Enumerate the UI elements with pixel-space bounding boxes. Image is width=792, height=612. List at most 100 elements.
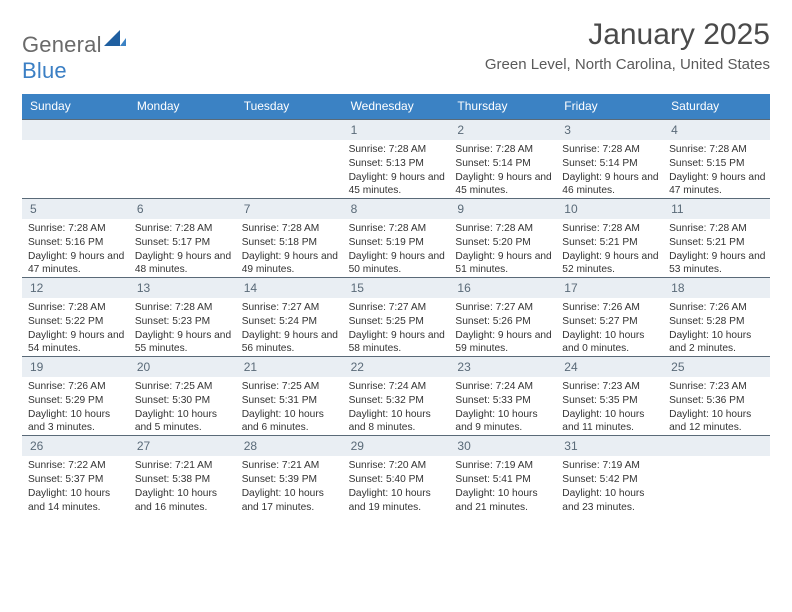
day-data: Sunrise: 7:19 AMSunset: 5:41 PMDaylight:… (449, 456, 556, 514)
day-data (22, 140, 129, 198)
sunset-line: Sunset: 5:40 PM (349, 473, 446, 487)
week-num-row: 1234 (22, 119, 770, 140)
title-block: January 2025 Green Level, North Carolina… (485, 18, 770, 73)
day-data: Sunrise: 7:28 AMSunset: 5:22 PMDaylight:… (22, 298, 129, 356)
sunrise-line: Sunrise: 7:22 AM (28, 459, 125, 473)
week-data-row: Sunrise: 7:28 AMSunset: 5:13 PMDaylight:… (22, 140, 770, 198)
sunset-line: Sunset: 5:22 PM (28, 315, 125, 329)
day-number: 25 (663, 357, 770, 377)
weekday-tue: Tuesday (236, 94, 343, 119)
sunset-line: Sunset: 5:15 PM (669, 157, 766, 171)
day-number (129, 120, 236, 140)
sunrise-line: Sunrise: 7:23 AM (669, 380, 766, 394)
day-number: 6 (129, 199, 236, 219)
sunset-line: Sunset: 5:14 PM (562, 157, 659, 171)
day-data: Sunrise: 7:28 AMSunset: 5:19 PMDaylight:… (343, 219, 450, 277)
sunset-line: Sunset: 5:14 PM (455, 157, 552, 171)
day-number (236, 120, 343, 140)
sunset-line: Sunset: 5:21 PM (562, 236, 659, 250)
day-number: 3 (556, 120, 663, 140)
sunset-line: Sunset: 5:32 PM (349, 394, 446, 408)
daylight-line: Daylight: 10 hours and 0 minutes. (562, 329, 659, 357)
sunrise-line: Sunrise: 7:28 AM (562, 222, 659, 236)
sunrise-line: Sunrise: 7:26 AM (562, 301, 659, 315)
sunrise-line: Sunrise: 7:27 AM (455, 301, 552, 315)
day-number (22, 120, 129, 140)
weekday-sun: Sunday (22, 94, 129, 119)
sunset-line: Sunset: 5:26 PM (455, 315, 552, 329)
day-data: Sunrise: 7:24 AMSunset: 5:33 PMDaylight:… (449, 377, 556, 435)
daylight-line: Daylight: 10 hours and 6 minutes. (242, 408, 339, 436)
sunrise-line: Sunrise: 7:21 AM (242, 459, 339, 473)
sunrise-line: Sunrise: 7:19 AM (455, 459, 552, 473)
daylight-line: Daylight: 10 hours and 2 minutes. (669, 329, 766, 357)
day-data: Sunrise: 7:23 AMSunset: 5:36 PMDaylight:… (663, 377, 770, 435)
daylight-line: Daylight: 9 hours and 52 minutes. (562, 250, 659, 278)
day-data: Sunrise: 7:21 AMSunset: 5:39 PMDaylight:… (236, 456, 343, 514)
day-data: Sunrise: 7:28 AMSunset: 5:17 PMDaylight:… (129, 219, 236, 277)
sunrise-line: Sunrise: 7:28 AM (135, 222, 232, 236)
daylight-line: Daylight: 10 hours and 8 minutes. (349, 408, 446, 436)
day-data: Sunrise: 7:28 AMSunset: 5:18 PMDaylight:… (236, 219, 343, 277)
day-data: Sunrise: 7:28 AMSunset: 5:14 PMDaylight:… (449, 140, 556, 198)
sunset-line: Sunset: 5:25 PM (349, 315, 446, 329)
daylight-line: Daylight: 10 hours and 3 minutes. (28, 408, 125, 436)
daylight-line: Daylight: 10 hours and 21 minutes. (455, 487, 552, 515)
daylight-line: Daylight: 9 hours and 45 minutes. (455, 171, 552, 199)
day-data: Sunrise: 7:27 AMSunset: 5:24 PMDaylight:… (236, 298, 343, 356)
week-num-row: 19202122232425 (22, 356, 770, 377)
day-number: 16 (449, 278, 556, 298)
sunrise-line: Sunrise: 7:27 AM (349, 301, 446, 315)
sunset-line: Sunset: 5:30 PM (135, 394, 232, 408)
day-data: Sunrise: 7:21 AMSunset: 5:38 PMDaylight:… (129, 456, 236, 514)
day-data: Sunrise: 7:28 AMSunset: 5:20 PMDaylight:… (449, 219, 556, 277)
day-number: 27 (129, 436, 236, 456)
sunset-line: Sunset: 5:23 PM (135, 315, 232, 329)
day-data: Sunrise: 7:27 AMSunset: 5:25 PMDaylight:… (343, 298, 450, 356)
day-data (129, 140, 236, 198)
sunrise-line: Sunrise: 7:19 AM (562, 459, 659, 473)
logo-sail-icon (104, 26, 126, 52)
sunrise-line: Sunrise: 7:26 AM (669, 301, 766, 315)
daylight-line: Daylight: 9 hours and 54 minutes. (28, 329, 125, 357)
day-data: Sunrise: 7:24 AMSunset: 5:32 PMDaylight:… (343, 377, 450, 435)
day-data: Sunrise: 7:26 AMSunset: 5:29 PMDaylight:… (22, 377, 129, 435)
day-number: 13 (129, 278, 236, 298)
day-number: 17 (556, 278, 663, 298)
day-data: Sunrise: 7:28 AMSunset: 5:21 PMDaylight:… (663, 219, 770, 277)
week-data-row: Sunrise: 7:28 AMSunset: 5:16 PMDaylight:… (22, 219, 770, 277)
sunset-line: Sunset: 5:31 PM (242, 394, 339, 408)
sunrise-line: Sunrise: 7:28 AM (669, 143, 766, 157)
logo-text: General Blue (22, 26, 126, 84)
day-data: Sunrise: 7:28 AMSunset: 5:15 PMDaylight:… (663, 140, 770, 198)
weekday-mon: Monday (129, 94, 236, 119)
daylight-line: Daylight: 9 hours and 47 minutes. (28, 250, 125, 278)
week-num-row: 262728293031 (22, 435, 770, 456)
day-number: 20 (129, 357, 236, 377)
logo-text-a: General (22, 32, 102, 57)
sunrise-line: Sunrise: 7:25 AM (135, 380, 232, 394)
sunset-line: Sunset: 5:18 PM (242, 236, 339, 250)
week-data-row: Sunrise: 7:26 AMSunset: 5:29 PMDaylight:… (22, 377, 770, 435)
day-data: Sunrise: 7:25 AMSunset: 5:31 PMDaylight:… (236, 377, 343, 435)
day-number: 30 (449, 436, 556, 456)
weekday-fri: Friday (556, 94, 663, 119)
day-number: 22 (343, 357, 450, 377)
sunset-line: Sunset: 5:24 PM (242, 315, 339, 329)
day-number: 23 (449, 357, 556, 377)
day-number: 19 (22, 357, 129, 377)
sunrise-line: Sunrise: 7:23 AM (562, 380, 659, 394)
day-number: 14 (236, 278, 343, 298)
day-data: Sunrise: 7:26 AMSunset: 5:27 PMDaylight:… (556, 298, 663, 356)
sunrise-line: Sunrise: 7:28 AM (455, 143, 552, 157)
month-title: January 2025 (485, 18, 770, 52)
daylight-line: Daylight: 9 hours and 56 minutes. (242, 329, 339, 357)
sunset-line: Sunset: 5:21 PM (669, 236, 766, 250)
day-number: 24 (556, 357, 663, 377)
sunrise-line: Sunrise: 7:26 AM (28, 380, 125, 394)
sunrise-line: Sunrise: 7:28 AM (669, 222, 766, 236)
day-number: 28 (236, 436, 343, 456)
daylight-line: Daylight: 9 hours and 47 minutes. (669, 171, 766, 199)
daylight-line: Daylight: 9 hours and 55 minutes. (135, 329, 232, 357)
week-data-row: Sunrise: 7:22 AMSunset: 5:37 PMDaylight:… (22, 456, 770, 514)
